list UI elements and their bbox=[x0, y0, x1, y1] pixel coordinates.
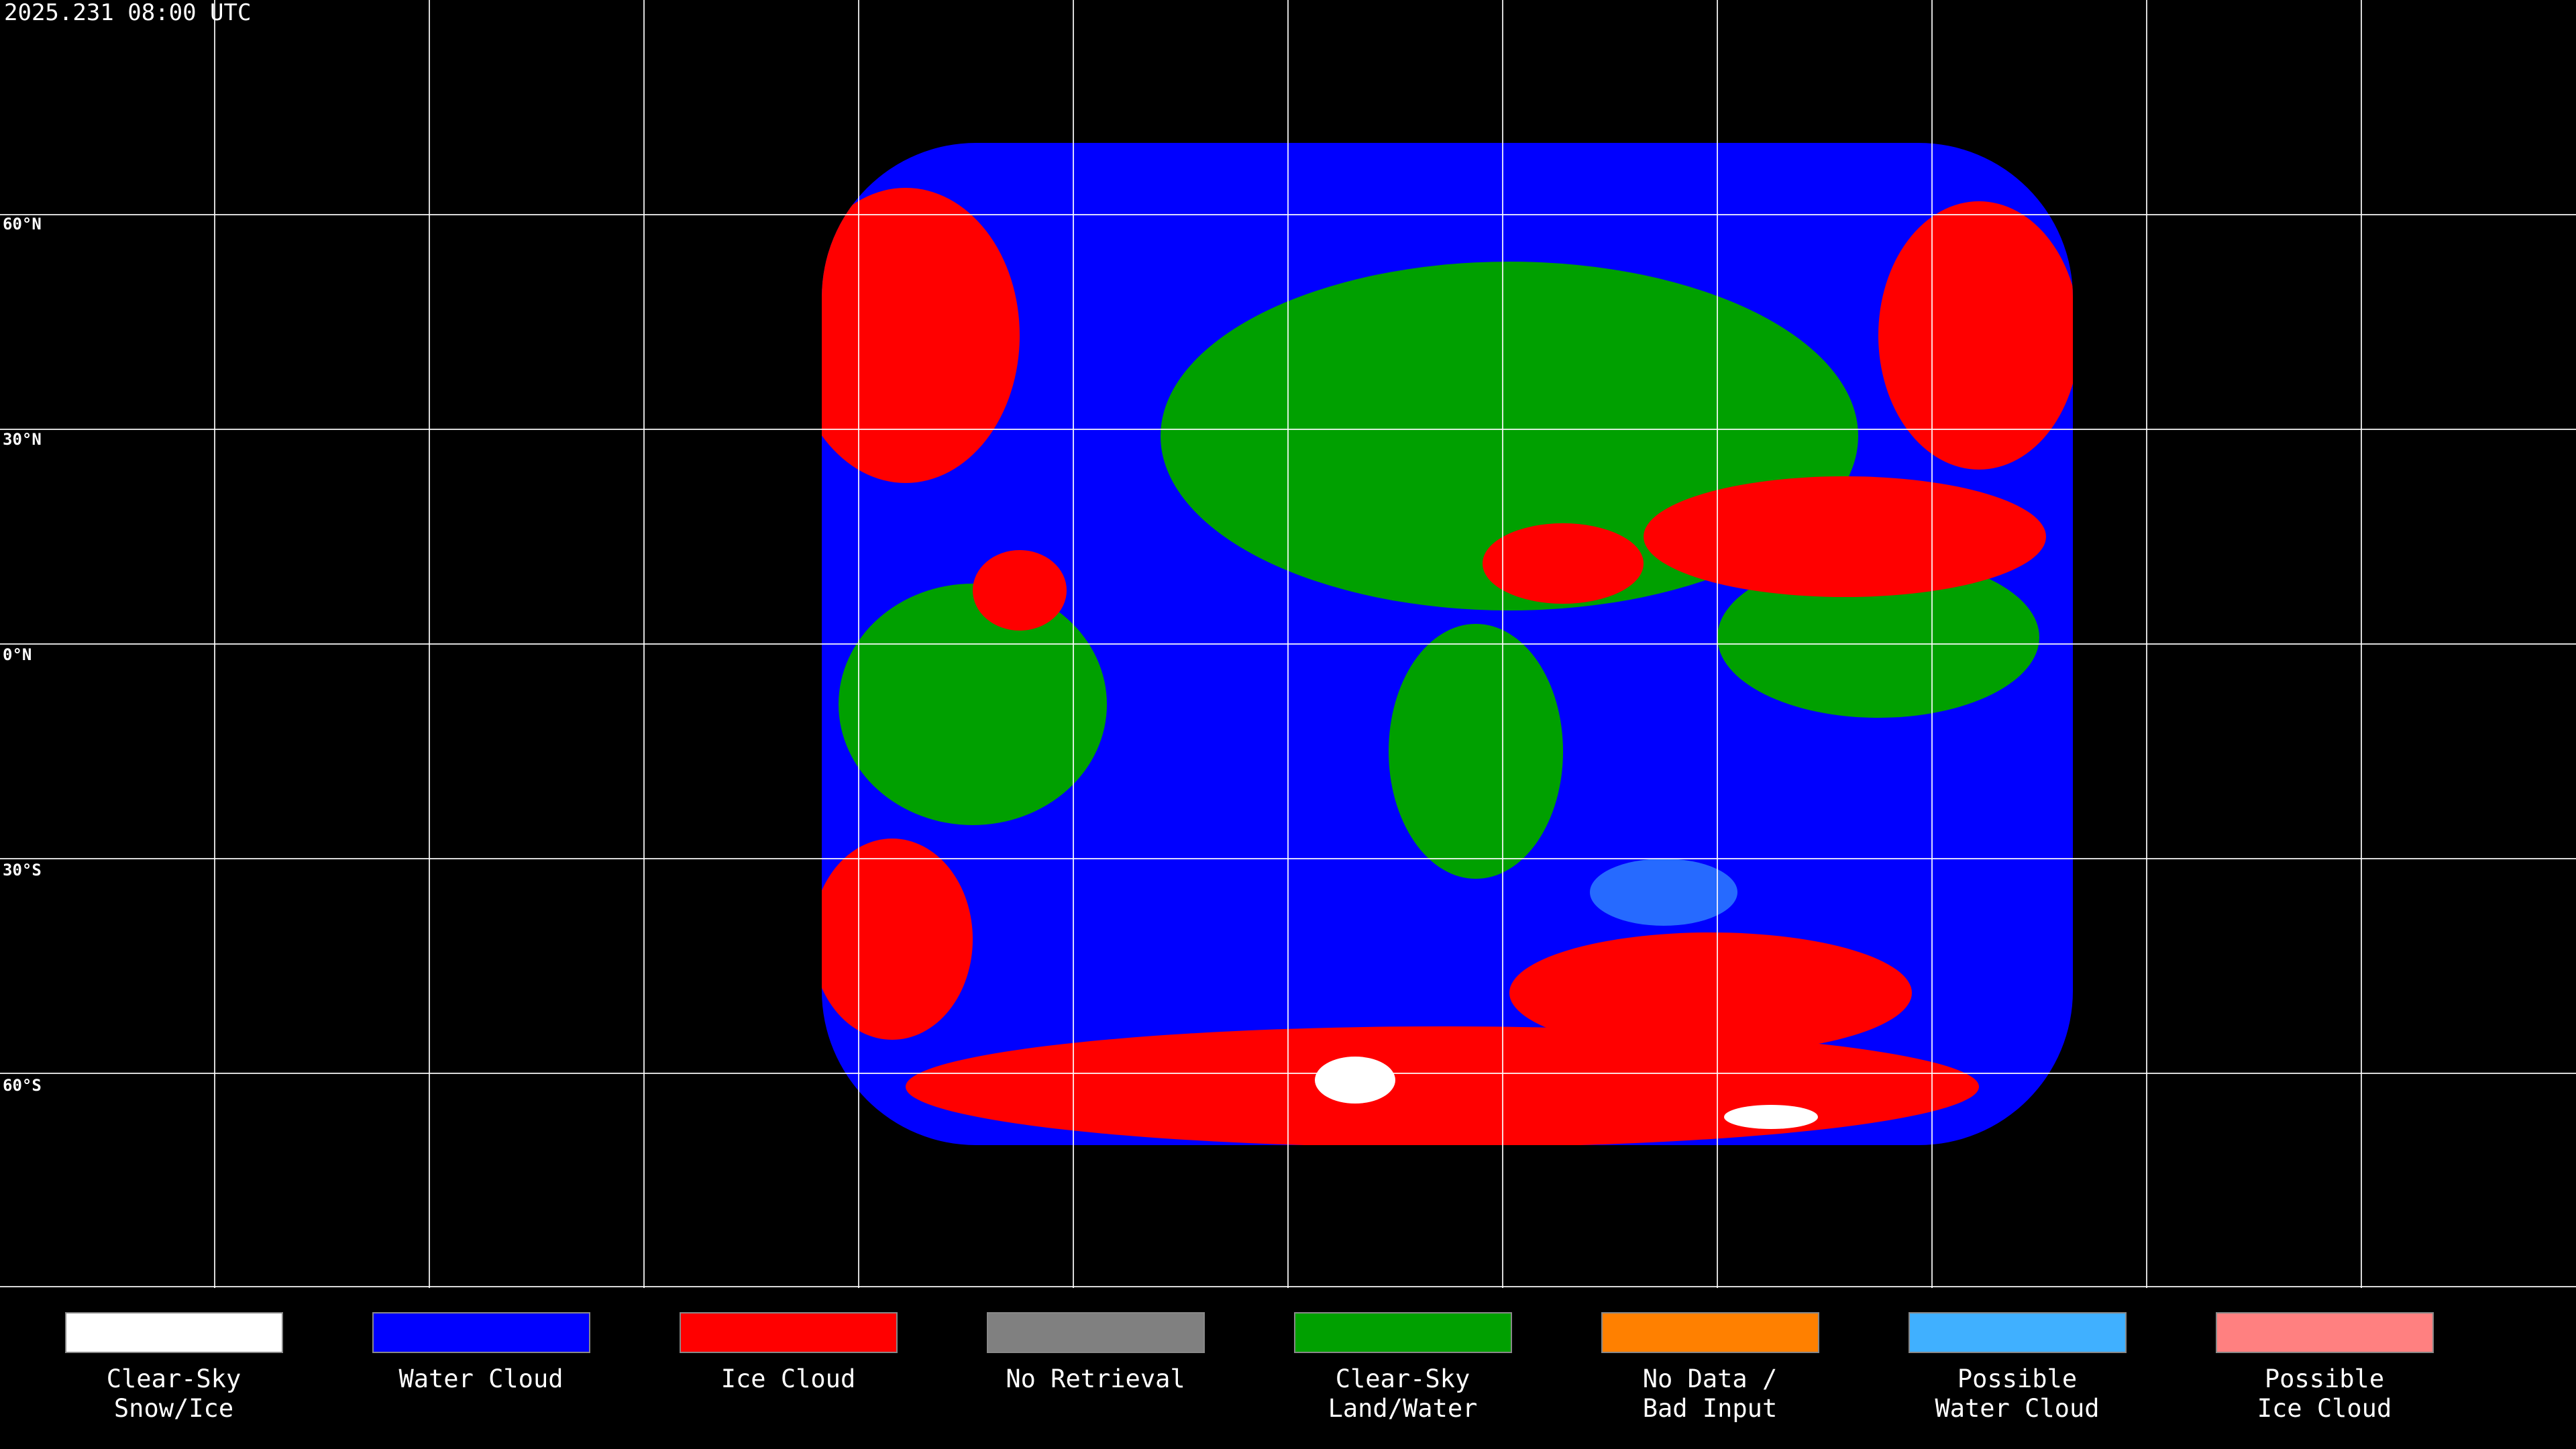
ice-cloud-area bbox=[822, 839, 973, 1040]
legend-label: Possible bbox=[1957, 1364, 2077, 1393]
legend-swatch bbox=[65, 1312, 283, 1353]
legend-label: Ice Cloud bbox=[2257, 1394, 2392, 1423]
ice-cloud-area bbox=[1509, 932, 1912, 1053]
legend-label: Clear-Sky bbox=[107, 1364, 241, 1393]
legend-label: Ice Cloud bbox=[721, 1364, 855, 1393]
ice-cloud-area bbox=[1878, 201, 2073, 470]
legend-swatch bbox=[1601, 1312, 1819, 1353]
lat-label: 60°S bbox=[3, 1076, 42, 1095]
graticule bbox=[0, 0, 2576, 1288]
legend-label: Water Cloud bbox=[1935, 1394, 2099, 1423]
ice-cloud-area bbox=[973, 550, 1067, 631]
legend-label: No Retrieval bbox=[1006, 1364, 1185, 1393]
legend-swatch bbox=[1909, 1312, 2127, 1353]
snow-area bbox=[1315, 1057, 1395, 1104]
legend-swatch bbox=[1294, 1312, 1512, 1353]
lat-label: 0°N bbox=[3, 645, 32, 664]
satellite-disk bbox=[822, 143, 2073, 1145]
legend-label: Clear-Sky bbox=[1336, 1364, 1470, 1393]
lat-label: 30°S bbox=[3, 861, 42, 879]
snow-area bbox=[1724, 1105, 1818, 1129]
legend-swatch bbox=[2216, 1312, 2434, 1353]
lat-label: 60°N bbox=[3, 215, 42, 233]
legend-swatch bbox=[372, 1312, 590, 1353]
clear-area bbox=[1717, 557, 2039, 718]
ice-cloud-area bbox=[1644, 476, 2046, 597]
legend-label: No Data / bbox=[1643, 1364, 1777, 1393]
legend-swatch bbox=[987, 1312, 1205, 1353]
legend-label: Land/Water bbox=[1328, 1394, 1478, 1423]
ice-cloud-area bbox=[906, 1026, 1979, 1145]
ice-cloud-area bbox=[1483, 523, 1644, 604]
ice-cloud-area bbox=[822, 188, 1020, 483]
clear-area bbox=[839, 584, 1107, 825]
legend-label: Possible bbox=[2265, 1364, 2384, 1393]
lat-label: 30°N bbox=[3, 430, 42, 449]
clear-area bbox=[1389, 624, 1563, 879]
legend-label: Snow/Ice bbox=[114, 1394, 233, 1423]
legend-swatch bbox=[680, 1312, 898, 1353]
possible-water-area bbox=[1590, 859, 1737, 926]
legend-label: Water Cloud bbox=[398, 1364, 563, 1393]
timestamp: 2025.231 08:00 UTC bbox=[4, 0, 251, 26]
legend-label: Bad Input bbox=[1643, 1394, 1777, 1423]
